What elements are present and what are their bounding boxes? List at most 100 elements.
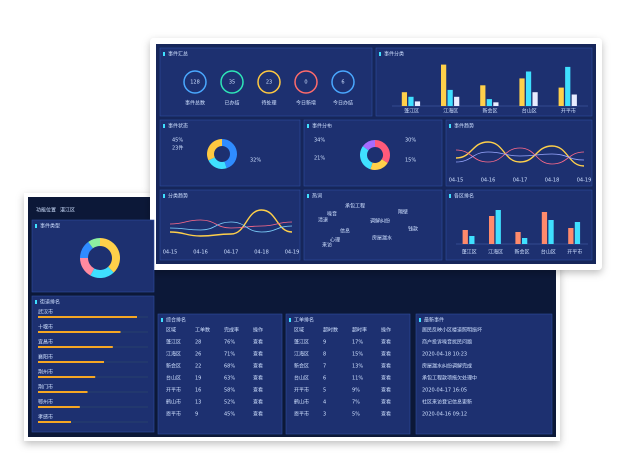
progress-label: 宜昌市 bbox=[38, 339, 53, 346]
bar bbox=[469, 236, 475, 244]
panel-title: 事件趋势 bbox=[454, 123, 474, 130]
kpi-label: 今日办结 bbox=[333, 100, 353, 107]
x-tick-label: 新会区 bbox=[514, 249, 529, 256]
donut-segment bbox=[88, 238, 100, 249]
donut-segment bbox=[90, 266, 114, 278]
table-cell: 4 bbox=[323, 400, 326, 406]
table-cell: 5% bbox=[352, 412, 360, 418]
table-cell: 查看 bbox=[253, 399, 263, 406]
bar bbox=[568, 228, 574, 244]
table-cell: 6 bbox=[323, 376, 326, 382]
table-cell: 16 bbox=[195, 388, 201, 394]
progress-bar bbox=[38, 331, 121, 333]
table-cell: 8 bbox=[323, 352, 326, 358]
panel-title: 各区排名 bbox=[454, 193, 474, 200]
donut-segment bbox=[208, 157, 227, 170]
news-line: 商户投诉噪音扰民问题 bbox=[422, 339, 472, 346]
panel-title: 事件分布 bbox=[312, 123, 332, 130]
donut-segment bbox=[362, 140, 375, 151]
table-cell: 28 bbox=[195, 340, 201, 346]
x-tick-label: 江海区 bbox=[488, 249, 503, 256]
panel-marker bbox=[35, 224, 37, 228]
panel bbox=[445, 119, 593, 187]
table-cell: 7% bbox=[352, 400, 360, 406]
bar bbox=[441, 64, 447, 106]
bar bbox=[548, 220, 554, 244]
bar bbox=[522, 238, 528, 244]
table-cell: 71% bbox=[224, 352, 235, 358]
panel-marker bbox=[379, 52, 381, 56]
panel bbox=[303, 119, 443, 187]
hot-word: 心理 bbox=[330, 237, 340, 244]
table-cell: 15% bbox=[352, 352, 363, 358]
news-line: 2020-04-17 16:05 bbox=[422, 388, 467, 394]
table-header: 区域 bbox=[294, 327, 304, 334]
table-cell: 查看 bbox=[381, 339, 391, 346]
kpi-value: 6 bbox=[341, 80, 344, 86]
donut-segment bbox=[370, 159, 388, 171]
x-tick-label: 04-15 bbox=[163, 250, 178, 256]
kpi-ring bbox=[294, 70, 318, 94]
bar bbox=[454, 96, 460, 106]
table-cell: 22 bbox=[195, 364, 201, 370]
table-cell: 查看 bbox=[381, 411, 391, 418]
progress-bar bbox=[38, 421, 71, 423]
progress-track bbox=[38, 406, 148, 408]
hot-word: 清退 bbox=[318, 217, 328, 224]
bar bbox=[480, 85, 486, 106]
bar bbox=[408, 96, 414, 106]
table-cell: 新会区 bbox=[294, 363, 309, 370]
hot-word: 来访 bbox=[322, 242, 332, 249]
progress-label: 武汉市 bbox=[38, 309, 53, 316]
x-tick-label: 开平市 bbox=[567, 249, 582, 256]
table-cell: 恩平市 bbox=[166, 411, 181, 418]
progress-bar bbox=[38, 376, 96, 378]
value-label: 32% bbox=[250, 158, 261, 164]
table-cell: 查看 bbox=[253, 411, 263, 418]
panel-marker bbox=[163, 194, 165, 198]
bar bbox=[515, 232, 521, 244]
x-tick-label: 04-16 bbox=[193, 250, 208, 256]
bar bbox=[532, 92, 538, 106]
bar bbox=[565, 66, 571, 106]
panel-marker bbox=[449, 124, 451, 128]
table-cell: 76% bbox=[224, 340, 235, 346]
panel-marker bbox=[419, 318, 421, 322]
hot-word: 信息 bbox=[340, 228, 350, 235]
table-cell: 查看 bbox=[253, 387, 263, 394]
bar bbox=[401, 92, 408, 106]
kpi-ring bbox=[220, 70, 244, 94]
panel-title: 分类趋势 bbox=[168, 193, 188, 200]
kpi-value: 23 bbox=[266, 80, 272, 86]
donut-segment bbox=[375, 140, 390, 164]
progress-label: 鄂州市 bbox=[38, 399, 53, 406]
panel-title: 最新事件 bbox=[424, 317, 444, 324]
table-cell: 63% bbox=[224, 376, 235, 382]
x-tick-label: 新会区 bbox=[482, 108, 497, 115]
line-series bbox=[169, 221, 293, 233]
news-line: 房屋漏水纠纷调解完成 bbox=[422, 363, 472, 370]
progress-bar bbox=[38, 361, 104, 363]
progress-track bbox=[38, 421, 148, 423]
news-line: 承包工程款项拖欠处理中 bbox=[422, 375, 477, 382]
table-cell: 查看 bbox=[253, 375, 263, 382]
kpi-label: 待处理 bbox=[261, 100, 276, 107]
table-cell: 江海区 bbox=[294, 351, 309, 358]
table-cell: 查看 bbox=[381, 387, 391, 394]
table-cell: 查看 bbox=[253, 351, 263, 358]
table-header: 操作 bbox=[253, 327, 263, 334]
panel-title: 工单排名 bbox=[294, 317, 314, 324]
table-cell: 鹤山市 bbox=[166, 399, 181, 406]
progress-label: 襄阳市 bbox=[38, 354, 53, 361]
x-tick-label: 04-16 bbox=[481, 178, 496, 184]
table-cell: 新会区 bbox=[166, 363, 181, 370]
x-tick-label: 04-18 bbox=[254, 250, 269, 256]
value-label: 34% bbox=[314, 138, 325, 144]
panel-marker bbox=[307, 124, 309, 128]
line-series bbox=[455, 147, 585, 165]
bar bbox=[493, 102, 499, 106]
table-cell: 查看 bbox=[381, 399, 391, 406]
progress-track bbox=[38, 391, 148, 393]
table-header: 完成率 bbox=[224, 327, 239, 334]
